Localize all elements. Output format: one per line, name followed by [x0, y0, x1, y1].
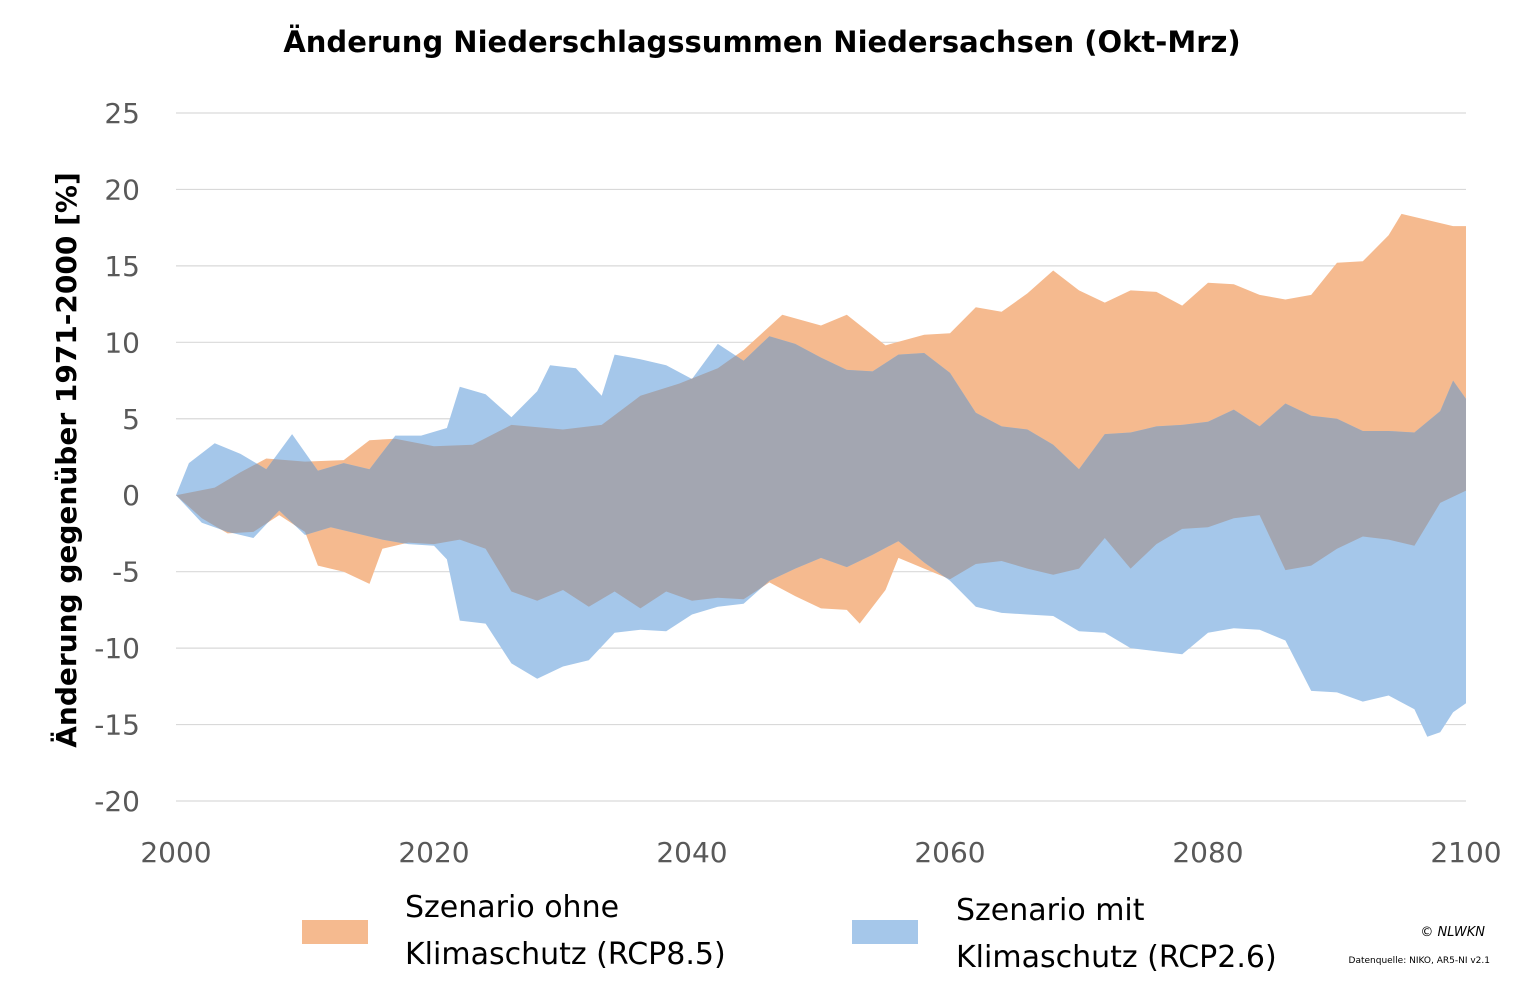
y-axis-label: Änderung gegenüber 1971-2000 [%] — [49, 172, 83, 748]
legend-label-rcp26-line2: Klimaschutz (RCP2.6) — [956, 940, 1277, 975]
x-tick-label-4: 2080 — [1172, 836, 1243, 869]
y-tick-label-1: 20 — [104, 173, 140, 206]
x-tick-label-3: 2060 — [914, 836, 985, 869]
credit-text: © NLWKN — [1420, 925, 1485, 940]
source-text: Datenquelle: NIKO, AR5-NI v2.1 — [1349, 956, 1490, 966]
y-tick-label-7: -10 — [94, 632, 140, 665]
x-tick-label-2: 2040 — [656, 836, 727, 869]
chart-title: Änderung Niederschlagssummen Niedersachs… — [283, 25, 1240, 59]
y-tick-label-0: 25 — [104, 97, 140, 130]
y-tick-label-6: -5 — [112, 556, 140, 589]
legend: Szenario ohne Klimaschutz (RCP8.5) Szena… — [302, 890, 1277, 975]
legend-swatch-rcp85 — [302, 920, 368, 944]
legend-label-rcp26-line1: Szenario mit — [956, 893, 1145, 928]
y-tick-label-9: -20 — [94, 785, 140, 818]
legend-swatch-rcp26 — [852, 920, 918, 944]
y-tick-label-2: 15 — [104, 250, 140, 283]
area-overlap — [176, 336, 1466, 624]
x-tick-label-1: 2020 — [398, 836, 469, 869]
x-tick-label-0: 2000 — [140, 836, 211, 869]
y-tick-label-4: 5 — [122, 403, 140, 436]
y-tick-label-3: 10 — [104, 326, 140, 359]
y-tick-label-5: 0 — [122, 479, 140, 512]
x-tick-label-5: 2100 — [1430, 836, 1501, 869]
x-tick-labels: 2000 2020 2040 2060 2080 2100 — [140, 836, 1501, 869]
y-tick-label-8: -15 — [94, 709, 140, 742]
legend-label-rcp85-line2: Klimaschutz (RCP8.5) — [405, 937, 726, 972]
plot-areas — [176, 213, 1466, 737]
y-tick-labels: 25 20 15 10 5 0 -5 -10 -15 -20 — [94, 97, 140, 818]
legend-label-rcp85-line1: Szenario ohne — [405, 890, 619, 925]
